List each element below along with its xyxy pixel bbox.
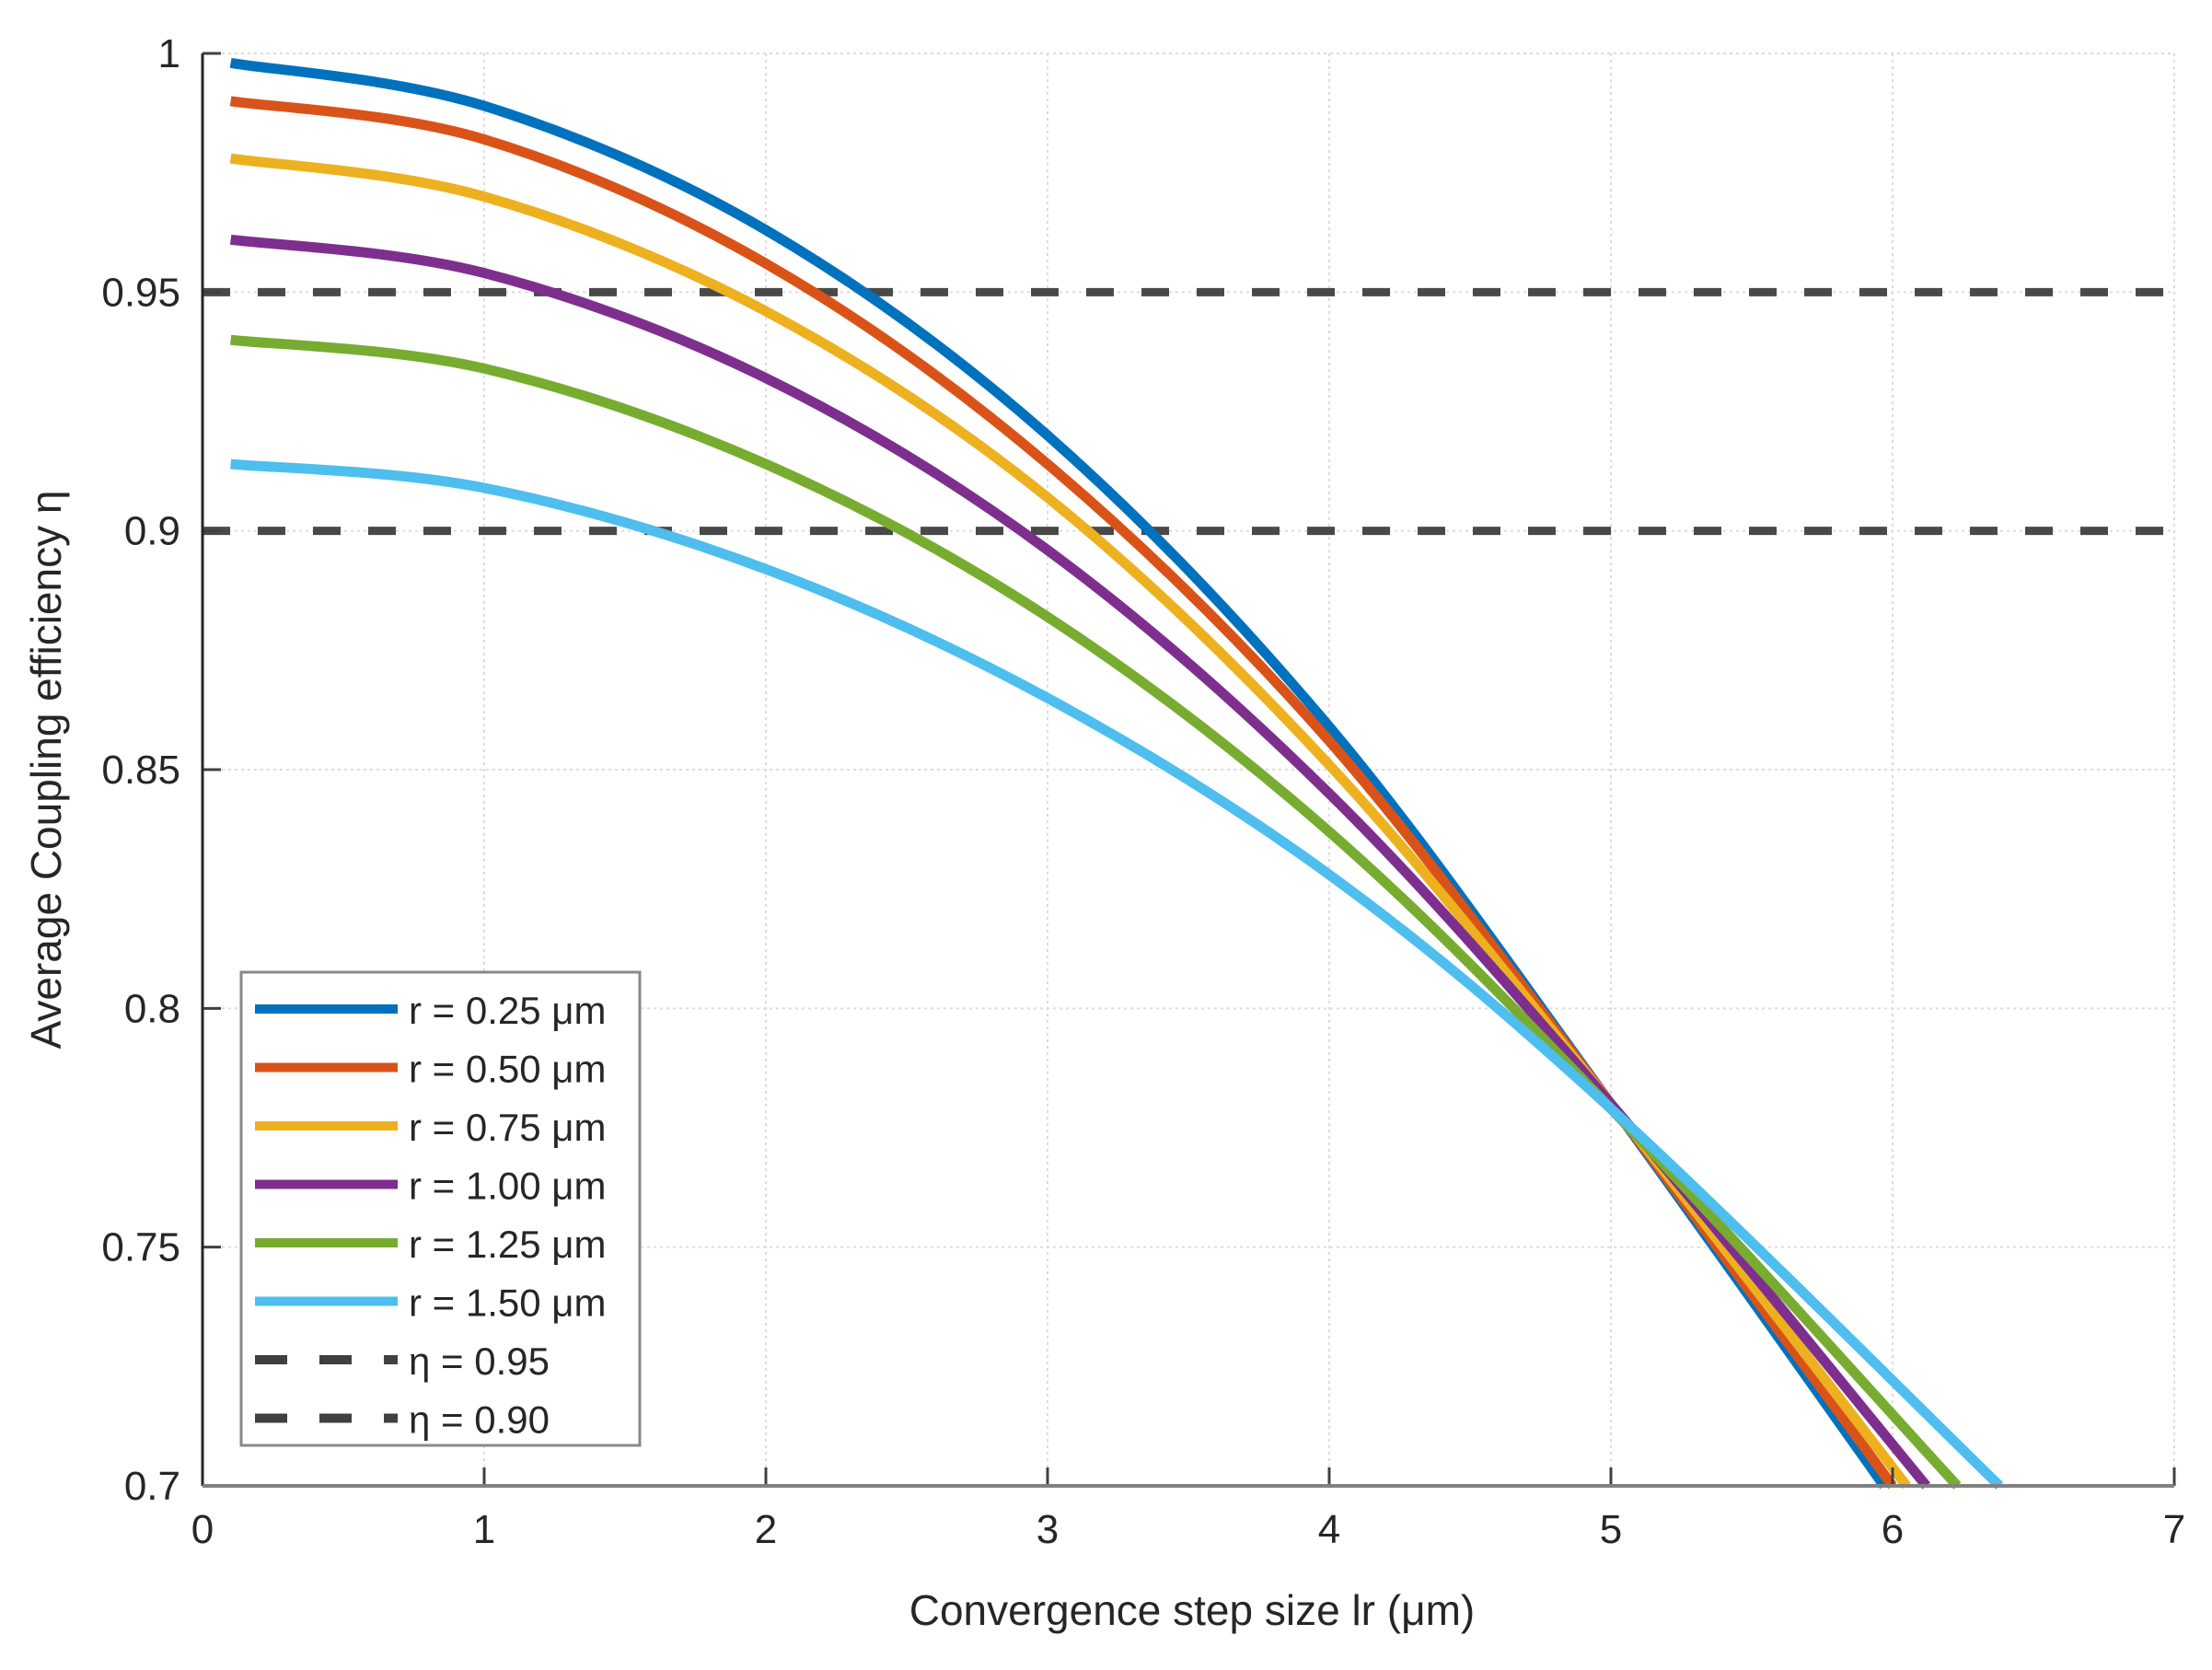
legend-box bbox=[239, 970, 642, 1447]
y-tick-label: 0.85 bbox=[101, 748, 180, 793]
x-tick-label: 6 bbox=[1882, 1507, 1904, 1552]
series-line bbox=[230, 458, 2004, 1490]
legend-label: r = 1.00 μm bbox=[409, 1165, 606, 1208]
legend-label: r = 0.25 μm bbox=[409, 989, 606, 1032]
data-series bbox=[229, 57, 2004, 1490]
y-tick-label: 0.8 bbox=[124, 986, 180, 1031]
x-axis-label: Convergence step size lr (μm) bbox=[909, 1586, 1476, 1634]
legend-label: η = 0.95 bbox=[409, 1339, 550, 1383]
tick-labels: 0 1 2 3 4 5 6 7 0.7 0.75 0.8 0.85 0.9 0.95 1 bbox=[101, 31, 2185, 1552]
legend-label: r = 0.75 μm bbox=[409, 1106, 606, 1149]
y-tick-label: 1 bbox=[158, 31, 180, 76]
y-tick-label: 0.95 bbox=[101, 270, 180, 315]
y-tick-label: 0.9 bbox=[124, 509, 180, 554]
x-tick-label: 1 bbox=[473, 1507, 495, 1552]
legend: r = 0.25 μm r = 0.50 μm r = 0.75 μm r = 1.0… bbox=[239, 970, 642, 1447]
y-axis-label: Average Coupling efficiency η bbox=[22, 491, 70, 1050]
grid-lines bbox=[203, 52, 2175, 1487]
legend-label: r = 1.50 μm bbox=[409, 1281, 606, 1325]
axes bbox=[201, 52, 2176, 1488]
legend-label: η = 0.90 bbox=[409, 1398, 550, 1442]
x-tick-label: 4 bbox=[1318, 1507, 1340, 1552]
x-tick-label: 7 bbox=[2163, 1507, 2185, 1552]
y-tick-label: 0.75 bbox=[101, 1225, 180, 1270]
x-tick-label: 0 bbox=[191, 1507, 214, 1552]
x-tick-label: 5 bbox=[1600, 1507, 1622, 1552]
y-tick-label: 0.7 bbox=[124, 1464, 180, 1509]
x-tick-label: 2 bbox=[755, 1507, 777, 1552]
legend-label: r = 0.50 μm bbox=[409, 1048, 606, 1091]
legend-label: r = 1.25 μm bbox=[409, 1223, 606, 1266]
x-tick-label: 3 bbox=[1037, 1507, 1059, 1552]
